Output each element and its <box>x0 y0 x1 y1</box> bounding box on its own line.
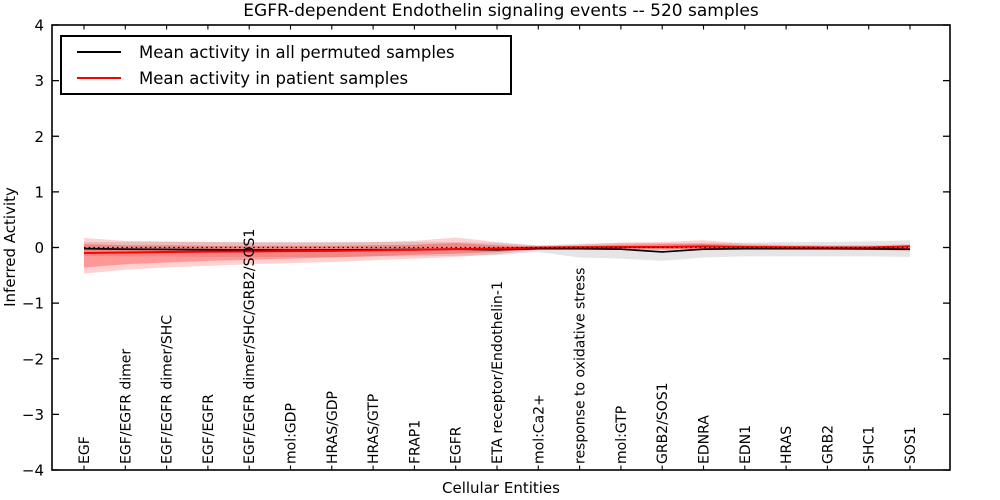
x-category-label: SHC1 <box>862 426 878 464</box>
x-category-label: mol:GTP <box>614 406 630 464</box>
y-tick-label: 0 <box>34 239 44 257</box>
x-category-label: response to oxidative stress <box>573 268 589 464</box>
y-tick-label: 1 <box>34 183 44 201</box>
x-category-label: EDN1 <box>738 425 754 464</box>
x-category-label: GRB2/SOS1 <box>655 382 671 464</box>
legend-item-label: Mean activity in patient samples <box>139 68 409 88</box>
x-category-label: FRAP1 <box>407 420 423 464</box>
x-category-label: EGF/EGFR <box>201 394 217 464</box>
legend: Mean activity in all permuted samples Mea… <box>60 35 512 95</box>
x-category-label: GRB2 <box>820 425 836 464</box>
y-axis-label: Inferred Activity <box>1 187 19 307</box>
x-category-label: EGF <box>77 436 93 464</box>
y-tick-label: 4 <box>34 17 44 35</box>
x-axis-label: Cellular Entities <box>442 479 560 497</box>
x-category-label: EGFR <box>449 426 465 464</box>
x-category-label: EGF/EGFR dimer <box>118 349 134 464</box>
y-tick-label: 2 <box>34 128 44 146</box>
permuted-mean-line <box>83 247 911 253</box>
y-tick-label: −1 <box>22 295 44 313</box>
x-category-label: EGF/EGFR dimer/SHC <box>160 315 176 464</box>
x-category-label: SOS1 <box>903 426 919 464</box>
x-category-label: EDNRA <box>697 415 713 464</box>
x-category-label: EGF/EGFR dimer/SHC/GRB2/SOS1 <box>242 229 258 464</box>
y-tick-label: −4 <box>22 462 44 480</box>
legend-item: Mean activity in all permuted samples <box>62 39 510 65</box>
legend-item-label: Mean activity in all permuted samples <box>139 42 455 62</box>
y-tick-label: −2 <box>22 350 44 368</box>
y-tick-label: −3 <box>22 406 44 424</box>
x-category-label: ETA receptor/Endothelin-1 <box>490 281 506 464</box>
x-category-label: mol:GDP <box>284 403 300 464</box>
x-category-label: HRAS/GDP <box>325 391 341 464</box>
chart-title: EGFR-dependent Endothelin signaling even… <box>243 1 759 21</box>
legend-item: Mean activity in patient samples <box>62 65 510 91</box>
x-category-label: HRAS <box>779 426 795 464</box>
legend-line-sample <box>77 77 121 79</box>
y-tick-label: 3 <box>34 72 44 90</box>
legend-line-sample <box>77 51 121 53</box>
patient-mean-line <box>83 245 911 255</box>
x-category-label: HRAS/GTP <box>366 394 382 464</box>
x-category-label: mol:Ca2+ <box>531 394 547 464</box>
